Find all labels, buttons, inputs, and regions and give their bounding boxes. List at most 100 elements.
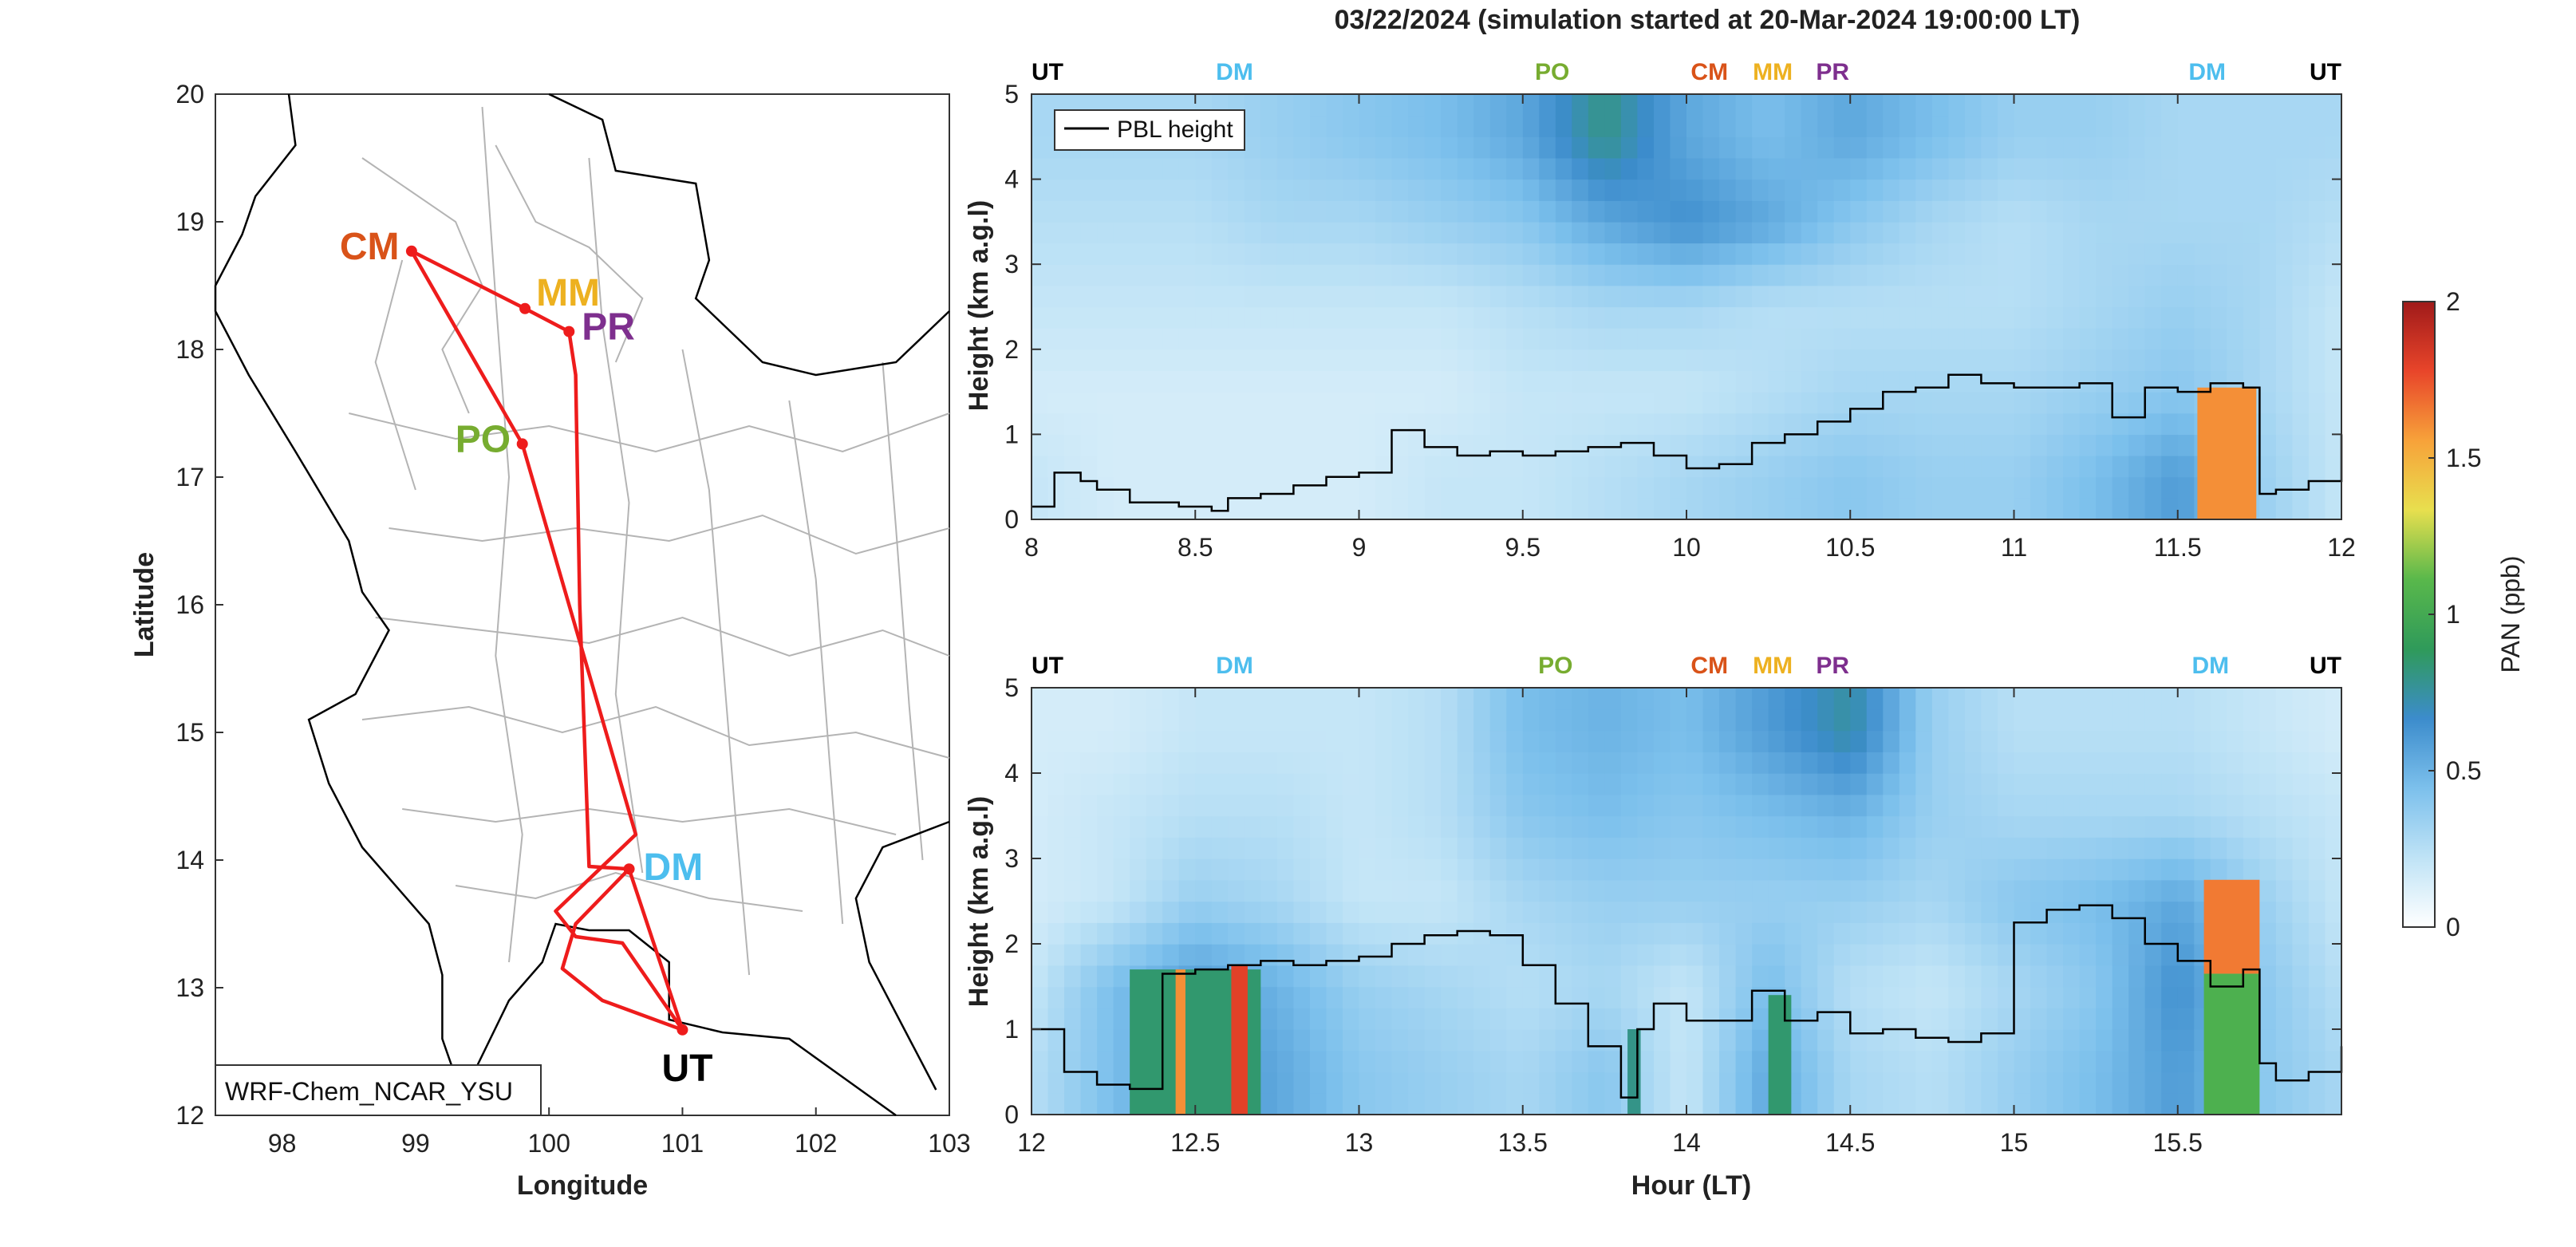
heatmap-cell <box>1457 752 1474 774</box>
heatmap-cell <box>1801 688 1818 710</box>
heatmap-cell <box>1408 1071 1426 1094</box>
heatmap-cell <box>1211 837 1229 859</box>
heatmap-cell <box>1441 1050 1458 1073</box>
heatmap-cell <box>1178 730 1196 752</box>
heatmap-cell <box>1113 392 1130 414</box>
heatmap-cell <box>2292 349 2310 372</box>
heatmap-cell <box>1686 200 1704 223</box>
heatmap-cell <box>1522 1050 1540 1073</box>
heatmap-cell <box>2063 349 2081 372</box>
heatmap-cell <box>1539 412 1556 435</box>
heatmap-cell <box>2079 794 2097 817</box>
heatmap-cell <box>1424 1050 1442 1073</box>
heatmap-cell <box>1260 136 1278 159</box>
heatmap-cell <box>1195 879 1213 902</box>
heatmap-cell <box>1260 794 1278 817</box>
heatmap-cell <box>1424 306 1442 329</box>
heatmap-cell <box>1097 285 1114 308</box>
heatmap-cell <box>1244 136 1261 159</box>
heatmap-cell <box>1588 221 1605 244</box>
heatmap-cell <box>1866 136 1884 159</box>
heatmap-cell <box>1948 264 1966 286</box>
upper-ylabel: Height (km a.g.l) <box>964 200 994 411</box>
heatmap-cell <box>1276 434 1294 456</box>
heatmap-cell <box>2079 136 2097 159</box>
heatmap-cell <box>1931 986 1949 1008</box>
heatmap-cell <box>1293 1050 1311 1073</box>
heatmap-cell <box>2275 306 2293 329</box>
heatmap-cell <box>1260 965 1278 988</box>
heatmap-cell <box>1686 1050 1704 1073</box>
heatmap-cell <box>2144 392 2162 414</box>
site-dot-cm <box>405 245 417 257</box>
heatmap-cell <box>2112 243 2129 265</box>
heatmap-cell <box>1948 965 1966 988</box>
heatmap-cell <box>1866 1050 1884 1073</box>
heatmap-cell <box>1572 412 1589 435</box>
heatmap-cell <box>1162 476 1180 499</box>
heatmap-cell <box>2128 370 2146 393</box>
heatmap-cell <box>1097 944 1114 966</box>
heatmap-cell <box>1981 794 1998 817</box>
heatmap-cell <box>1032 1093 1049 1115</box>
heatmap-cell <box>1899 730 1916 752</box>
heatmap-cell <box>2275 179 2293 201</box>
heatmap-cell <box>1539 858 1556 881</box>
heatmap-cell <box>1343 922 1360 945</box>
heatmap-cell <box>2030 136 2048 159</box>
heatmap-cell <box>1654 944 1671 966</box>
heatmap-cell <box>1375 370 1393 393</box>
heatmap-cell <box>1309 730 1327 752</box>
heatmap-cell <box>1883 370 1900 393</box>
heatmap-cell <box>2177 944 2195 966</box>
heatmap-cell <box>1785 858 1802 881</box>
heatmap-cell <box>1555 157 1572 180</box>
heatmap-cell <box>1702 688 1720 710</box>
heatmap-cell <box>1931 730 1949 752</box>
heatmap-cell <box>2079 434 2097 456</box>
heatmap-cell <box>1899 306 1916 329</box>
heatmap-cell <box>1146 837 1163 859</box>
heatmap-cell <box>1850 1029 1868 1052</box>
heatmap-cell <box>1146 221 1163 244</box>
heatmap-cell <box>2210 200 2227 223</box>
heatmap-cell <box>1604 115 1622 137</box>
heatmap-cell <box>1702 306 1720 329</box>
heatmap-cell <box>1931 136 1949 159</box>
heatmap-cell <box>2227 349 2244 372</box>
heatmap-cell <box>1735 157 1753 180</box>
heatmap-cell <box>1326 370 1343 393</box>
heatmap-cell <box>1064 922 1082 945</box>
heatmap-cell <box>1195 922 1213 945</box>
lower-site-marker-dm: DM <box>2191 653 2229 679</box>
heatmap-cell <box>1441 752 1458 774</box>
heatmap-cell <box>2079 115 2097 137</box>
heatmap-cell <box>2079 837 2097 859</box>
heatmap-cell <box>1178 901 1196 923</box>
heatmap-cell <box>2079 1093 2097 1115</box>
heatmap-cell <box>1752 708 1769 732</box>
heatmap-cell <box>1064 392 1082 414</box>
heatmap-cell <box>1080 221 1098 244</box>
heatmap-cell <box>2128 965 2146 988</box>
heatmap-cell <box>1785 285 1802 308</box>
heatmap-cell <box>1637 708 1655 732</box>
heatmap-cell <box>1785 306 1802 329</box>
heatmap-cell <box>1555 688 1572 710</box>
heatmap-cell <box>1211 370 1229 393</box>
heatmap-cell <box>1408 136 1426 159</box>
upper-xtick-label: 12 <box>2327 533 2356 562</box>
heatmap-cell <box>2308 456 2326 478</box>
heatmap-cell <box>1866 264 1884 286</box>
heatmap-cell <box>1998 370 2015 393</box>
heatmap-cell <box>1489 688 1507 710</box>
heatmap-cell <box>1588 879 1605 902</box>
heatmap-cell <box>1408 221 1426 244</box>
heatmap-cell <box>2259 1050 2277 1073</box>
heatmap-cell <box>1441 243 1458 265</box>
heatmap-cell <box>1686 1071 1704 1094</box>
heatmap-cell <box>1850 498 1868 520</box>
figure-title: 03/22/2024 (simulation started at 20-Mar… <box>1335 5 2081 35</box>
heatmap-cell <box>1244 370 1261 393</box>
